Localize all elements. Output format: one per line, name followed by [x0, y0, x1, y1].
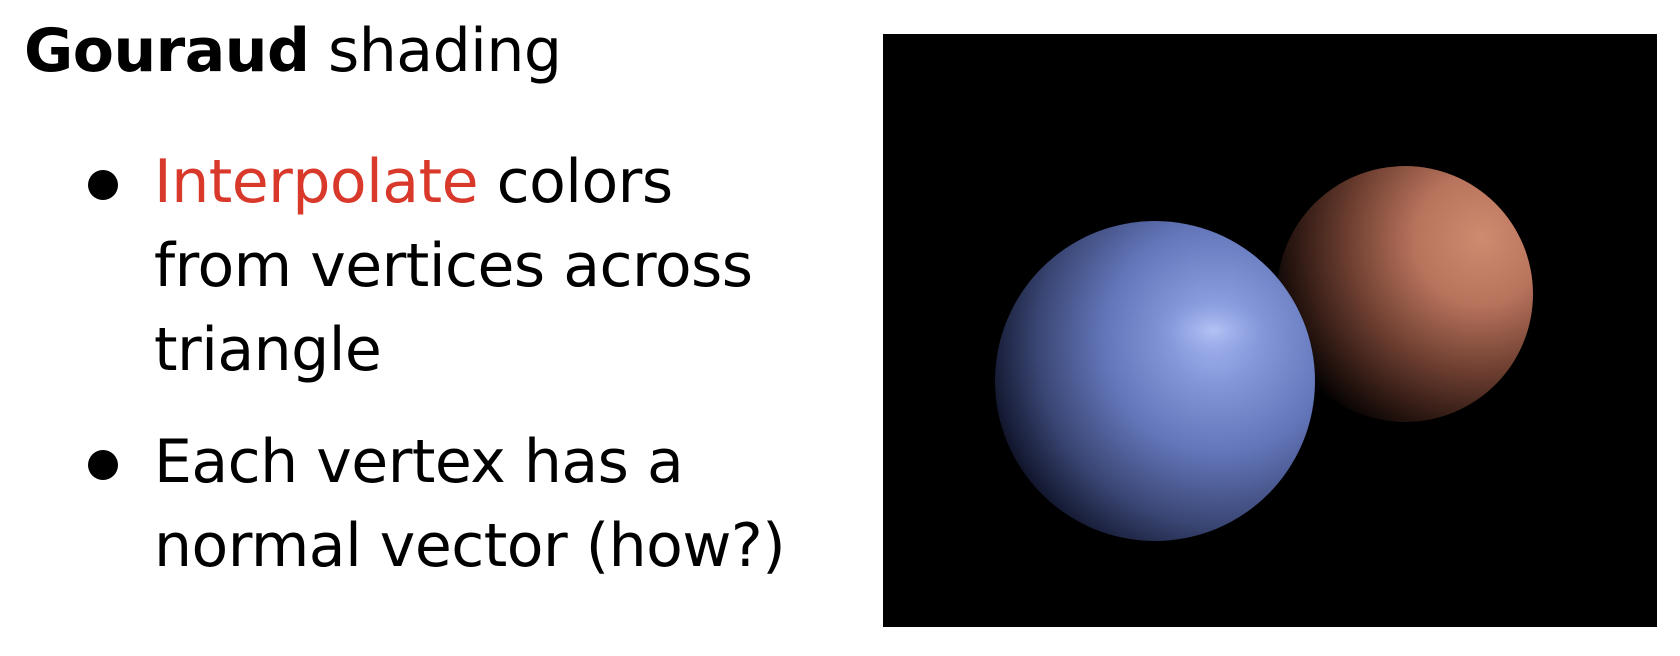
bullet-dot-icon	[88, 170, 118, 200]
bullet-highlight-term: Interpolate	[154, 147, 479, 217]
spheres-illustration	[995, 166, 1533, 541]
bullet-text: Each vertex has a normal vector (how?)	[154, 427, 786, 581]
orange-sphere	[1277, 166, 1533, 422]
bullet-dot-icon	[88, 450, 118, 480]
blue-sphere-highlight	[1151, 296, 1275, 364]
bullet-list: Interpolate colors from vertices across …	[88, 140, 828, 616]
blue-sphere	[995, 221, 1315, 541]
slide-title: Gouraud shading	[24, 16, 562, 86]
bullet-item-interpolate: Interpolate colors from vertices across …	[88, 140, 828, 392]
bullet-text: colors from vertices across triangle	[154, 147, 753, 385]
title-bold-term: Gouraud	[24, 16, 310, 86]
title-rest: shading	[309, 16, 562, 86]
bullet-item-normal-vector: Each vertex has a normal vector (how?)	[88, 420, 828, 588]
gouraud-render-image	[883, 34, 1657, 627]
